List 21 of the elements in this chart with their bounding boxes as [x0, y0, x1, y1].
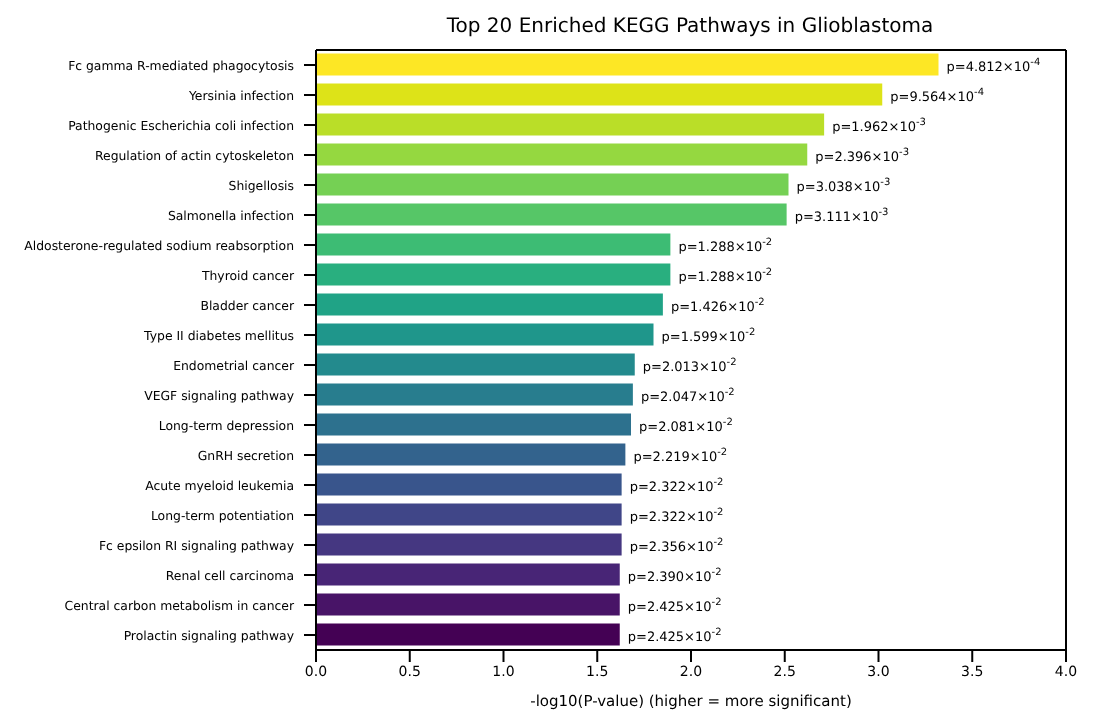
bar [316, 233, 671, 256]
bar [316, 563, 620, 586]
bar [316, 83, 883, 106]
bar [316, 173, 789, 196]
bar [316, 443, 626, 466]
bar [316, 383, 633, 406]
bar [316, 53, 939, 76]
bar [316, 263, 671, 286]
bar [316, 203, 787, 226]
bar [316, 503, 622, 526]
bar [316, 473, 622, 496]
bar [316, 293, 663, 316]
bar [316, 533, 622, 556]
bar [316, 593, 620, 616]
bar [316, 323, 654, 346]
bar [316, 143, 808, 166]
bar [316, 353, 635, 376]
chart-title: Top 20 Enriched KEGG Pathways in Glioblastoma [444, 16, 936, 42]
bar [316, 413, 631, 436]
bar [316, 623, 620, 646]
bar [316, 113, 825, 136]
